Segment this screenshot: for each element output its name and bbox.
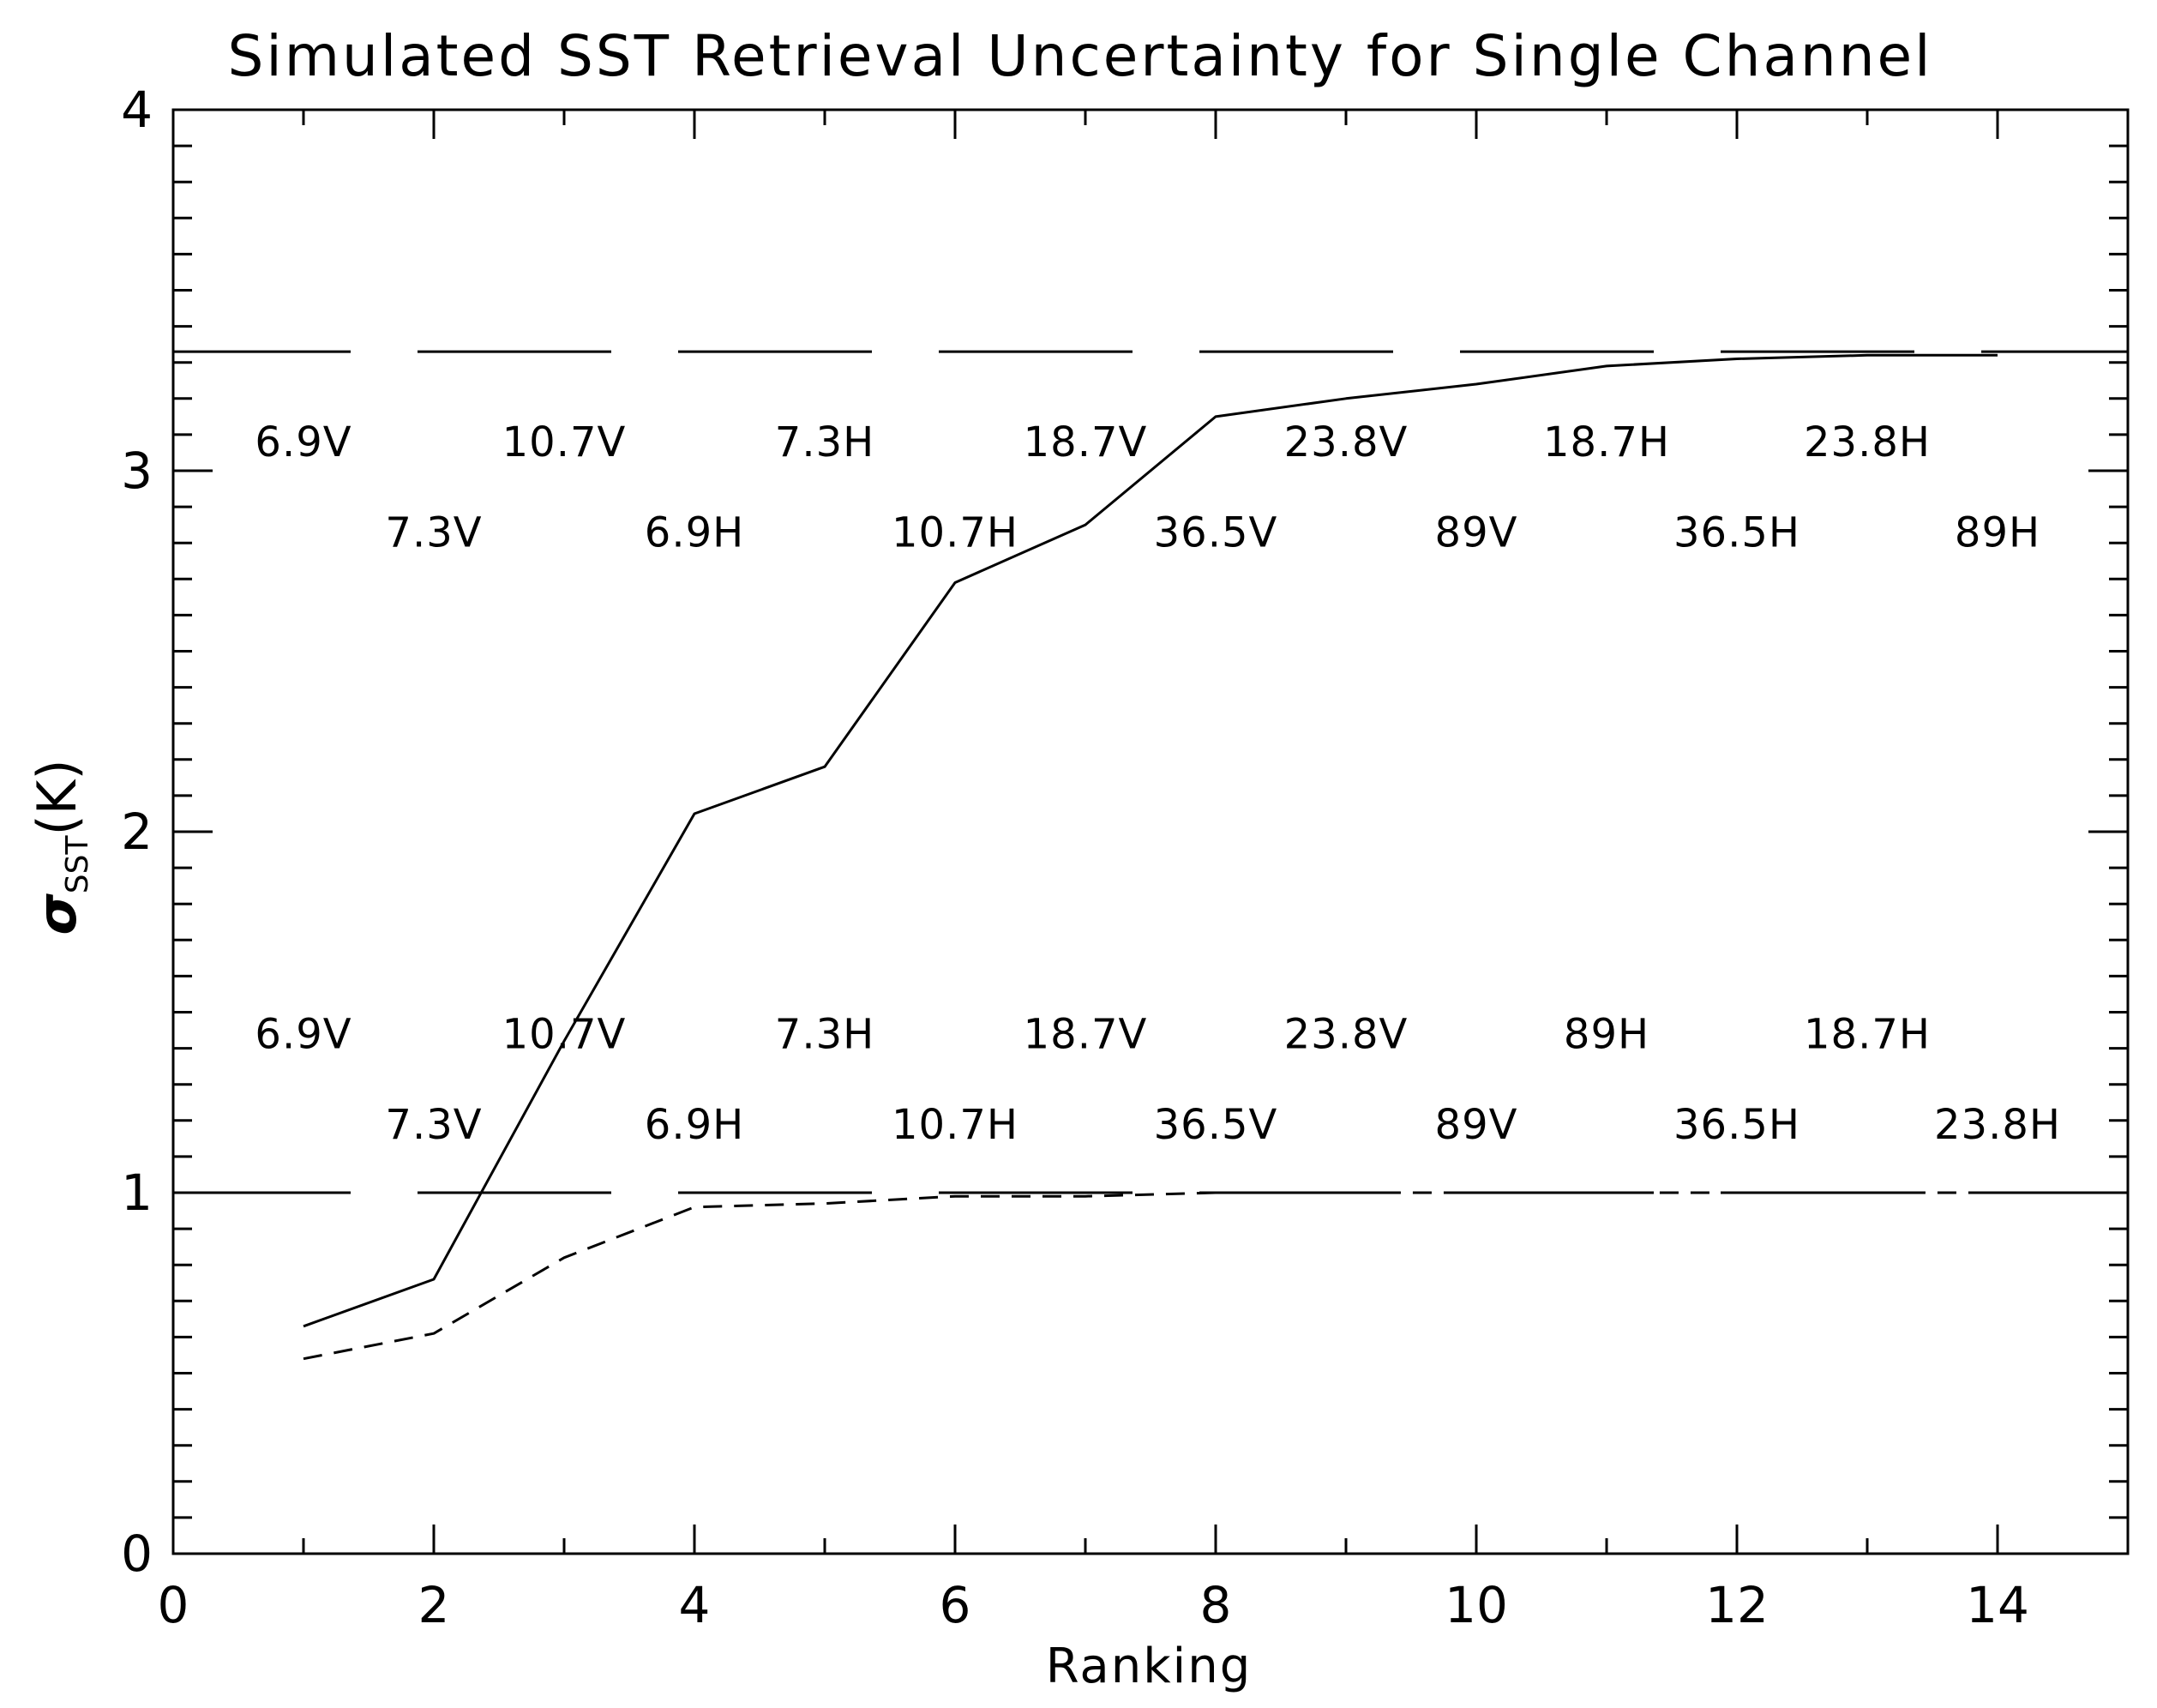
lower-channel-label: 6.9V	[255, 1011, 351, 1059]
y-tick-label: 0	[121, 1525, 153, 1583]
y-axis-label: σSST(K)	[26, 759, 95, 935]
x-tick-label: 4	[679, 1576, 711, 1634]
lower-channel-label: 23.8H	[1934, 1101, 2061, 1149]
upper-channel-label: 18.7V	[1024, 418, 1148, 466]
lower-channel-label: 7.3H	[775, 1011, 874, 1059]
upper-channel-label: 6.9V	[255, 418, 351, 466]
lower-channel-label: 10.7V	[502, 1011, 627, 1059]
x-tick-label: 8	[1200, 1576, 1232, 1634]
x-tick-label: 12	[1705, 1576, 1769, 1634]
upper-channel-label: 23.8V	[1284, 418, 1409, 466]
upper-channel-label: 89V	[1435, 508, 1518, 556]
y-axis-label-unit: (K)	[26, 759, 88, 835]
lower-channel-label: 7.3V	[385, 1101, 482, 1149]
x-tick-label: 6	[940, 1576, 971, 1634]
y-axis-label-subscript: SST	[60, 835, 95, 894]
y-tick-label: 3	[121, 442, 153, 500]
x-tick-label: 10	[1445, 1576, 1508, 1634]
lower-channel-label: 36.5H	[1673, 1101, 1800, 1149]
lower-channel-label: 89H	[1564, 1011, 1649, 1059]
upper-channel-label: 89H	[1955, 508, 2040, 556]
chart-title: Simulated SST Retrieval Uncertainty for …	[228, 23, 1933, 89]
y-tick-label: 2	[121, 803, 153, 861]
plot-frame	[171, 108, 2130, 1555]
upper-channel-label: 6.9H	[645, 508, 744, 556]
x-tick-label: 2	[418, 1576, 450, 1634]
upper-channel-label: 18.7H	[1543, 418, 1670, 466]
lower-channel-label: 23.8V	[1284, 1011, 1409, 1059]
upper-channel-label: 36.5H	[1673, 508, 1800, 556]
series-line-upper	[303, 353, 1998, 1328]
upper-channel-label: 7.3V	[385, 508, 482, 556]
lower-channel-label: 18.7H	[1804, 1011, 1931, 1059]
y-tick-label: 4	[121, 81, 153, 139]
x-tick-label: 14	[1966, 1576, 2029, 1634]
lower-channel-label: 18.7V	[1024, 1011, 1148, 1059]
lower-channel-label: 10.7H	[892, 1101, 1018, 1149]
upper-channel-label: 36.5V	[1154, 508, 1278, 556]
upper-channel-label: 10.7H	[892, 508, 1018, 556]
lower-channel-label: 6.9H	[645, 1101, 744, 1149]
y-axis-label-symbol: σ	[26, 893, 88, 935]
x-tick-label: 0	[158, 1576, 189, 1634]
upper-channel-label: 23.8H	[1804, 418, 1931, 466]
y-tick-label: 1	[121, 1164, 153, 1222]
x-axis-label: Ranking	[1046, 1639, 1253, 1694]
lower-channel-label: 36.5V	[1154, 1101, 1278, 1149]
upper-channel-label: 10.7V	[502, 418, 627, 466]
series-line-lower	[303, 1191, 1998, 1361]
upper-channel-label: 7.3H	[775, 418, 874, 466]
lower-channel-label: 89V	[1435, 1101, 1518, 1149]
